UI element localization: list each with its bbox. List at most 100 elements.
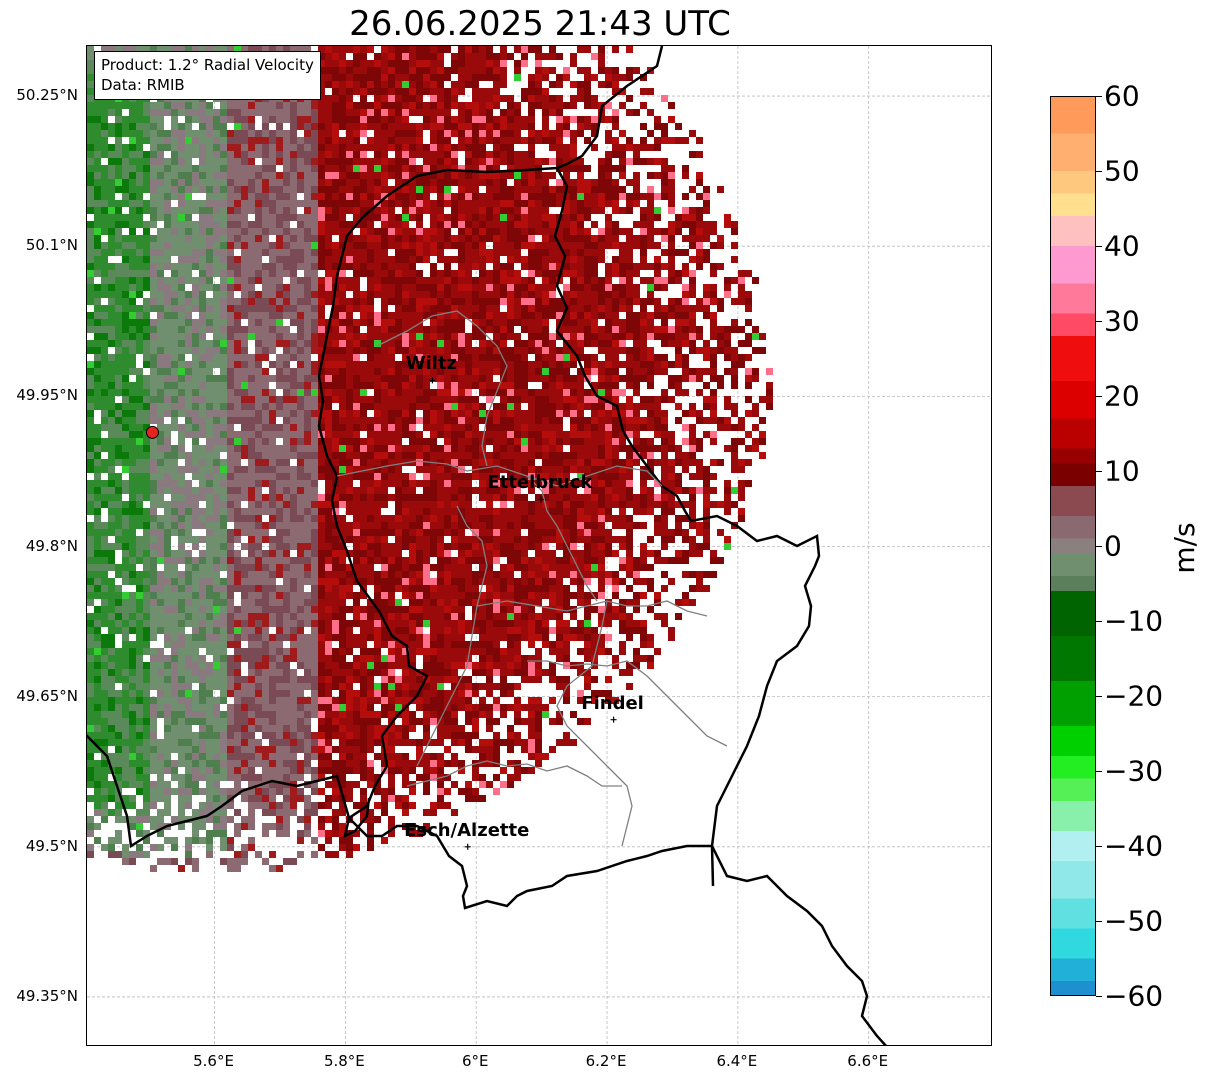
velocity-cell [563,200,570,207]
velocity-cell [696,333,703,340]
velocity-cell [346,361,353,368]
velocity-cell [269,340,276,347]
velocity-cell [325,270,332,277]
velocity-cell [143,158,150,165]
velocity-cell [528,158,535,165]
velocity-cell [122,312,129,319]
velocity-cell [381,340,388,347]
velocity-cell [367,242,374,249]
velocity-cell [360,67,367,74]
velocity-cell [269,256,276,263]
velocity-cell [570,291,577,298]
velocity-cell [227,305,234,312]
velocity-cell [647,207,654,214]
velocity-cell [227,382,234,389]
velocity-cell [157,340,164,347]
velocity-cell [528,389,535,396]
velocity-cell [458,172,465,179]
velocity-cell [325,452,332,459]
velocity-cell [584,165,591,172]
velocity-cell [220,228,227,235]
velocity-cell [598,256,605,263]
velocity-cell [381,193,388,200]
velocity-cell [661,130,668,137]
velocity-cell [185,256,192,263]
velocity-cell [612,193,619,200]
velocity-cell [598,291,605,298]
radar-map[interactable] [86,45,992,1046]
velocity-cell [234,340,241,347]
velocity-cell [262,459,269,466]
velocity-cell [507,396,514,403]
velocity-cell [283,431,290,438]
velocity-cell [493,88,500,95]
velocity-cell [563,158,570,165]
velocity-cell [353,354,360,361]
velocity-cell [311,263,318,270]
velocity-cell [605,228,612,235]
velocity-cell [528,291,535,298]
velocity-cell [318,193,325,200]
velocity-cell [668,277,675,284]
velocity-cell [332,466,339,473]
velocity-cell [437,375,444,382]
velocity-cell [444,221,451,228]
velocity-cell [500,186,507,193]
velocity-cell [248,256,255,263]
velocity-cell [367,81,374,88]
velocity-cell [514,403,521,410]
velocity-cell [374,354,381,361]
velocity-cell [584,361,591,368]
velocity-cell [255,305,262,312]
velocity-cell [521,186,528,193]
velocity-cell [458,361,465,368]
velocity-cell [360,60,367,67]
velocity-cell [535,46,542,53]
velocity-cell [325,116,332,123]
velocity-cell [262,235,269,242]
velocity-cell [605,333,612,340]
velocity-cell [339,340,346,347]
velocity-cell [465,431,472,438]
velocity-cell [577,214,584,221]
velocity-cell [269,221,276,228]
velocity-cell [409,95,416,102]
velocity-cell [444,382,451,389]
velocity-cell [248,172,255,179]
velocity-cell [304,459,311,466]
velocity-cell [332,417,339,424]
velocity-cell [297,165,304,172]
velocity-cell [353,249,360,256]
velocity-cell [584,67,591,74]
velocity-cell [388,67,395,74]
velocity-cell [619,410,626,417]
velocity-cell [283,158,290,165]
velocity-cell [374,102,381,109]
velocity-cell [500,123,507,130]
velocity-cell [290,291,297,298]
velocity-cell [605,130,612,137]
velocity-cell [465,291,472,298]
velocity-cell [619,319,626,326]
velocity-cell [444,445,451,452]
velocity-cell [458,137,465,144]
velocity-cell [269,151,276,158]
velocity-cell [290,144,297,151]
velocity-cell [752,277,759,284]
velocity-cell [178,361,185,368]
velocity-cell [213,466,220,473]
velocity-cell [444,123,451,130]
velocity-cell [598,116,605,123]
velocity-cell [717,375,724,382]
velocity-cell [360,375,367,382]
velocity-cell [437,144,444,151]
velocity-cell [584,186,591,193]
velocity-cell [269,214,276,221]
velocity-cell [381,74,388,81]
velocity-cell [150,354,157,361]
velocity-cell [367,361,374,368]
velocity-cell [290,179,297,186]
velocity-cell [199,102,206,109]
velocity-cell [598,438,605,445]
velocity-cell [556,361,563,368]
